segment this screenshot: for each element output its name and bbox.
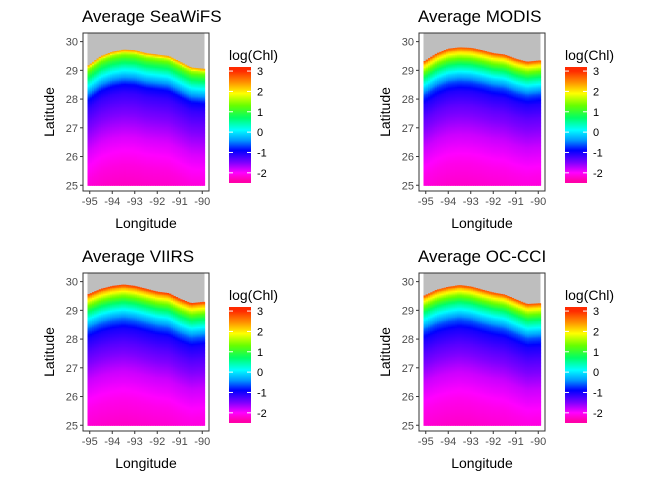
y-tick-label: 28: [66, 94, 78, 106]
colorbar-tick-label: -1: [257, 147, 267, 159]
y-tick-label: 25: [66, 180, 78, 192]
chart-panel-2: Average MODIS-95-94-93-92-91-90252627282…: [377, 7, 614, 231]
heatmap-cell: [175, 60, 178, 61]
colorbar-tick-label: 1: [257, 107, 263, 119]
heatmap-cell: [187, 66, 190, 67]
heatmap-cell: [166, 56, 169, 57]
legend-title: log(Chl): [229, 47, 278, 63]
x-tick-label: -90: [194, 196, 210, 208]
heatmap-field: [424, 33, 542, 186]
colorbar-tick-label: 0: [257, 127, 263, 139]
colorbar-tick-label: -2: [257, 168, 267, 180]
colorbar-tick-label: 3: [257, 66, 263, 78]
y-tick-label: 29: [66, 65, 78, 77]
x-axis-label: Longitude: [115, 215, 177, 231]
heatmap-cell: [202, 69, 205, 70]
y-tick-label: 26: [66, 152, 78, 164]
x-tick-label: -91: [172, 196, 188, 208]
chart-title: Average SeaWiFS: [82, 7, 222, 26]
chart-panel-1: Average SeaWiFS -95 -94 -93 -92 -91 -90 25 26 27 2…: [41, 7, 278, 231]
y-tick-label: 27: [66, 123, 78, 135]
x-tick-label: -92: [149, 196, 165, 208]
y-axis-label: Latitude: [41, 87, 57, 137]
heatmap-cell: [178, 61, 181, 62]
x-tick-label: -95: [82, 196, 98, 208]
x-tick-label: -93: [127, 196, 143, 208]
colorbar: [229, 67, 251, 183]
chart-title: Average MODIS: [418, 7, 541, 26]
heatmap-field: [88, 33, 206, 186]
x-tick-label: -94: [104, 196, 120, 208]
colorbar-tick-label: 2: [257, 86, 263, 98]
y-tick-label: 30: [66, 37, 78, 49]
